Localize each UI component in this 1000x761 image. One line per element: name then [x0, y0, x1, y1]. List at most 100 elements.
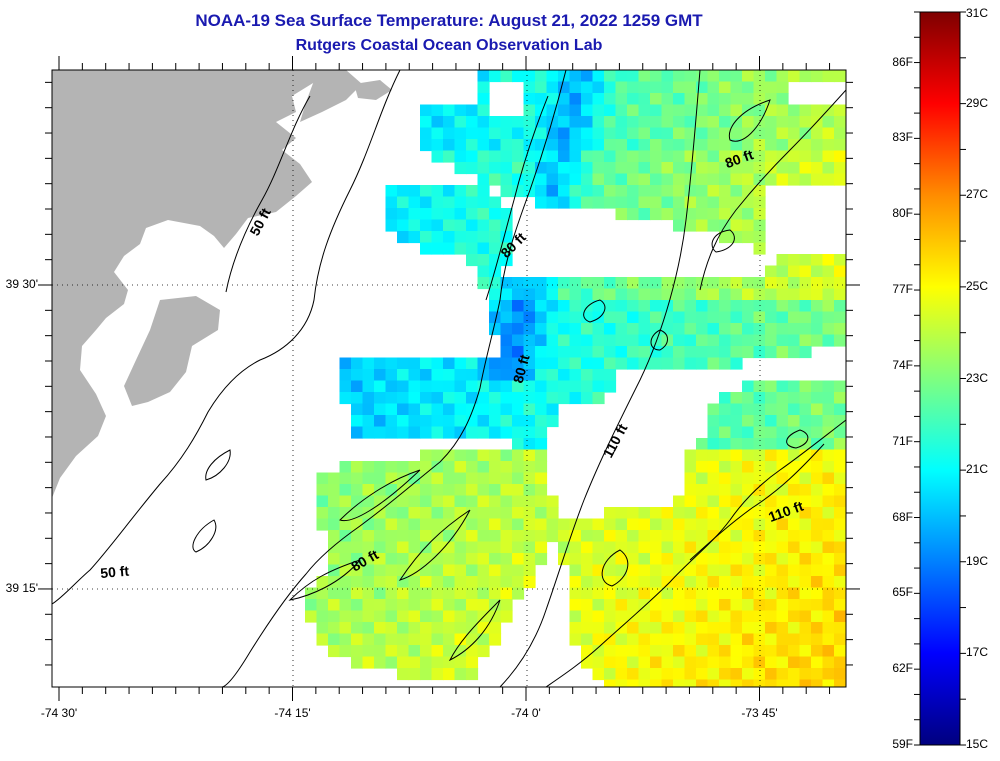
- sst-cell: [615, 104, 628, 117]
- sst-cell: [454, 507, 467, 520]
- sst-cell: [466, 380, 479, 393]
- sst-cell: [627, 357, 640, 370]
- sst-cell: [822, 139, 835, 152]
- sst-cell: [776, 162, 789, 175]
- sst-cell: [684, 323, 697, 336]
- sst-cell: [500, 288, 513, 301]
- sst-cell: [627, 633, 640, 646]
- sst-cell: [581, 553, 594, 566]
- sst-cell: [696, 93, 709, 106]
- sst-cell: [604, 564, 617, 577]
- sst-cell: [742, 403, 755, 416]
- sst-cell: [650, 93, 663, 106]
- sst-cell: [385, 645, 398, 658]
- sst-cell: [362, 541, 375, 554]
- sst-cell: [730, 323, 743, 336]
- sst-cell: [431, 127, 444, 140]
- sst-cell: [788, 415, 801, 428]
- sst-cell: [753, 242, 766, 255]
- sst-cell: [500, 553, 513, 566]
- sst-cell: [638, 346, 651, 359]
- sst-cell: [822, 334, 835, 347]
- sst-cell: [661, 530, 674, 543]
- sst-cell: [339, 587, 352, 600]
- sst-cell: [742, 231, 755, 244]
- sst-cell: [512, 150, 525, 163]
- sst-cell: [500, 484, 513, 497]
- sst-cell: [673, 541, 686, 554]
- sst-cell: [385, 576, 398, 589]
- sst-cell: [546, 518, 559, 531]
- sst-cell: [684, 311, 697, 324]
- sst-cell: [535, 334, 548, 347]
- sst-cell: [523, 334, 536, 347]
- sst-cell: [477, 127, 490, 140]
- sst-cell: [730, 81, 743, 94]
- sst-cell: [316, 518, 329, 531]
- sst-cell: [673, 323, 686, 336]
- sst-cell: [696, 300, 709, 313]
- sst-cell: [351, 610, 364, 623]
- sst-cell: [454, 622, 467, 635]
- sst-cell: [742, 472, 755, 485]
- sst-cell: [615, 633, 628, 646]
- sst-cell: [443, 461, 456, 474]
- sst-cell: [500, 518, 513, 531]
- sst-cell: [466, 254, 479, 267]
- sst-cell: [627, 587, 640, 600]
- sst-cell: [696, 564, 709, 577]
- sst-cell: [431, 599, 444, 612]
- sst-cell: [362, 495, 375, 508]
- sst-cell: [339, 392, 352, 405]
- sst-cell: [707, 104, 720, 117]
- sst-cell: [627, 288, 640, 301]
- sst-cell: [431, 656, 444, 669]
- sst-cell: [753, 104, 766, 117]
- sst-cell: [569, 185, 582, 198]
- sst-cell: [822, 495, 835, 508]
- sst-cell: [776, 277, 789, 290]
- sst-cell: [558, 150, 571, 163]
- sst-cell: [316, 484, 329, 497]
- sst-cell: [788, 610, 801, 623]
- sst-cell: [466, 518, 479, 531]
- sst-cell: [788, 265, 801, 278]
- sst-cell: [684, 70, 697, 83]
- sst-cell: [696, 323, 709, 336]
- sst-cell: [661, 196, 674, 209]
- sst-cell: [431, 622, 444, 635]
- sst-cell: [661, 311, 674, 324]
- sst-cell: [627, 564, 640, 577]
- sst-cell: [696, 196, 709, 209]
- sst-cell: [466, 357, 479, 370]
- sst-cell: [615, 530, 628, 543]
- sst-cell: [834, 484, 846, 497]
- sst-cell: [523, 426, 536, 439]
- sst-cell: [500, 576, 513, 589]
- sst-cell: [834, 461, 846, 474]
- sst-cell: [328, 484, 341, 497]
- sst-cell: [776, 610, 789, 623]
- sst-cell: [719, 346, 732, 359]
- sst-cell: [558, 357, 571, 370]
- sst-cell: [822, 323, 835, 336]
- sst-cell: [627, 185, 640, 198]
- sst-cell: [822, 599, 835, 612]
- sst-cell: [673, 334, 686, 347]
- sst-cell: [581, 530, 594, 543]
- sst-cell: [431, 576, 444, 589]
- sst-cell: [397, 403, 410, 416]
- sst-cell: [776, 472, 789, 485]
- sst-cell: [765, 392, 778, 405]
- sst-cell: [397, 610, 410, 623]
- land-mass-south: [124, 296, 220, 406]
- sst-cell: [834, 518, 846, 531]
- sst-cell: [684, 150, 697, 163]
- sst-cell: [512, 288, 525, 301]
- sst-cell: [799, 645, 812, 658]
- sst-cell: [512, 449, 525, 462]
- sst-cell: [339, 553, 352, 566]
- sst-cell: [719, 518, 732, 531]
- sst-cell: [489, 127, 502, 140]
- sst-cell: [834, 553, 846, 566]
